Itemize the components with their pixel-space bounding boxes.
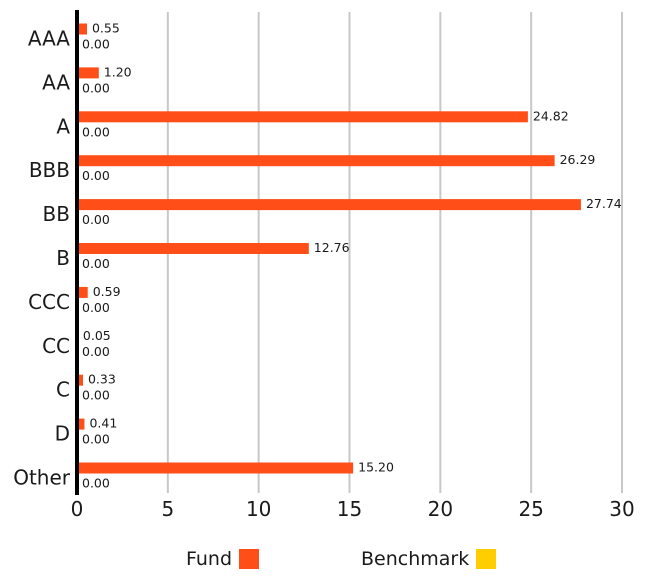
- data-label-fund: 15.20: [358, 460, 394, 475]
- category-label: AAA: [28, 27, 70, 51]
- category-label: BBB: [29, 158, 70, 182]
- data-label-benchmark: 0.00: [82, 432, 110, 447]
- data-label-fund: 27.74: [586, 196, 622, 211]
- data-label-benchmark: 0.00: [82, 388, 110, 403]
- x-tick-label: 20: [428, 497, 453, 521]
- category-label: C: [56, 378, 70, 402]
- data-label-benchmark: 0.00: [82, 256, 110, 271]
- bar-fund: [77, 418, 85, 430]
- bar-fund: [77, 155, 555, 167]
- data-label-benchmark: 0.00: [82, 37, 110, 52]
- category-label: B: [56, 246, 70, 270]
- bar-fund: [77, 286, 88, 298]
- category-label: A: [56, 114, 70, 138]
- legend-swatch-benchmark: [476, 549, 497, 569]
- legend-label-fund: Fund: [186, 548, 233, 570]
- legend-item-benchmark: Benchmark: [361, 548, 497, 570]
- data-label-fund: 12.76: [314, 240, 350, 255]
- data-label-benchmark: 0.00: [82, 476, 110, 491]
- bar-fund: [77, 23, 87, 35]
- category-label: AA: [42, 70, 70, 94]
- data-label-fund: 0.33: [88, 372, 116, 387]
- data-label-benchmark: 0.00: [82, 212, 110, 227]
- data-label-benchmark: 0.00: [82, 344, 110, 359]
- bar-fund: [77, 67, 99, 79]
- x-tick-label: 0: [71, 497, 84, 521]
- data-label-fund: 0.05: [83, 328, 111, 343]
- category-label: D: [55, 422, 70, 446]
- data-label-fund: 0.59: [93, 284, 121, 299]
- x-tick-label: 30: [609, 497, 634, 521]
- x-tick-label: 15: [337, 497, 362, 521]
- bar-fund: [77, 111, 528, 123]
- legend-label-benchmark: Benchmark: [361, 548, 470, 570]
- x-tick-label: 25: [518, 497, 543, 521]
- bar-fund: [77, 374, 83, 386]
- data-label-fund: 1.20: [104, 64, 132, 79]
- bar-fund: [77, 199, 581, 211]
- data-label-benchmark: 0.00: [82, 168, 110, 183]
- x-tick-label: 5: [161, 497, 174, 521]
- category-label: CCC: [28, 290, 70, 314]
- bar-fund: [77, 462, 354, 474]
- category-label: Other: [13, 466, 71, 490]
- data-label-fund: 0.55: [92, 21, 120, 36]
- data-label-fund: 24.82: [533, 108, 569, 123]
- category-label: BB: [43, 202, 70, 226]
- legend-item-fund: Fund: [186, 548, 260, 570]
- data-label-fund: 26.29: [560, 152, 596, 167]
- chart-legend: Fund Benchmark: [0, 548, 645, 578]
- data-label-benchmark: 0.00: [82, 80, 110, 95]
- data-label-fund: 0.41: [89, 416, 117, 431]
- category-label: CC: [42, 334, 70, 358]
- legend-swatch-fund: [239, 549, 260, 569]
- x-tick-label: 10: [246, 497, 271, 521]
- data-label-benchmark: 0.00: [82, 124, 110, 139]
- bar-fund: [77, 243, 309, 254]
- data-label-benchmark: 0.00: [82, 300, 110, 315]
